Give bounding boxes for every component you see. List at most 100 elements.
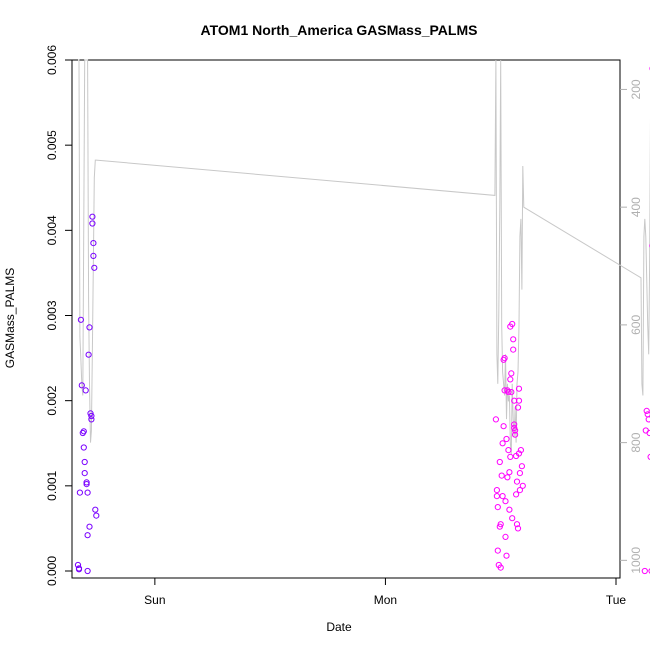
data-point xyxy=(503,552,510,559)
x-axis-label: Date xyxy=(326,620,352,634)
data-point xyxy=(80,428,87,435)
data-points xyxy=(74,66,650,575)
data-point xyxy=(509,320,516,328)
data-point xyxy=(498,472,505,479)
data-point xyxy=(512,427,519,434)
data-point xyxy=(499,493,506,500)
data-point xyxy=(84,489,91,496)
data-point xyxy=(501,387,508,394)
data-point xyxy=(499,440,506,447)
data-point xyxy=(75,565,83,572)
data-point xyxy=(90,240,97,247)
data-point xyxy=(514,525,522,532)
data-point xyxy=(507,453,514,460)
right-tick-label: 400 xyxy=(629,197,643,217)
data-point xyxy=(90,252,97,259)
data-point xyxy=(502,498,509,505)
data-point xyxy=(496,458,503,466)
data-point xyxy=(507,376,514,383)
data-point xyxy=(642,427,649,434)
data-point xyxy=(511,421,518,428)
right-tick-label: 600 xyxy=(629,315,643,335)
data-point xyxy=(513,478,521,485)
x-tick-label: Sun xyxy=(144,593,165,607)
data-point xyxy=(512,431,519,438)
data-point xyxy=(519,482,526,489)
data-point xyxy=(494,547,501,554)
data-point xyxy=(508,389,515,396)
data-point xyxy=(80,444,87,451)
data-point xyxy=(513,521,521,528)
profile-line xyxy=(78,59,650,455)
y-tick-label: 0.006 xyxy=(45,45,59,75)
data-point xyxy=(509,515,516,522)
data-point xyxy=(497,564,504,571)
right-tick-label: 800 xyxy=(629,432,643,452)
data-point xyxy=(76,489,84,496)
x-tick-label: Tue xyxy=(606,593,627,607)
chart-title: ATOM1 North_America GASMass_PALMS xyxy=(201,22,478,38)
data-point xyxy=(647,453,650,460)
data-point xyxy=(88,412,95,420)
data-point xyxy=(502,533,509,541)
data-point xyxy=(644,411,650,418)
y-tick-label: 0.000 xyxy=(45,556,59,586)
data-point xyxy=(648,568,650,574)
data-point xyxy=(504,474,511,481)
data-point xyxy=(500,423,507,430)
data-point xyxy=(506,506,513,513)
data-point xyxy=(505,447,512,454)
data-point xyxy=(77,316,85,323)
data-point xyxy=(74,561,82,569)
data-point xyxy=(86,324,93,331)
right-tick-label: 1000 xyxy=(629,547,643,574)
right-tick-label: 200 xyxy=(629,79,643,99)
data-point xyxy=(513,491,520,498)
data-point xyxy=(87,410,94,417)
data-point xyxy=(88,416,95,423)
data-point xyxy=(516,470,524,477)
data-point xyxy=(515,385,523,392)
data-point xyxy=(506,469,513,476)
y-tick-label: 0.002 xyxy=(45,385,59,415)
data-point xyxy=(83,479,90,486)
data-point xyxy=(84,567,91,575)
data-point xyxy=(93,512,100,519)
data-point xyxy=(497,521,504,528)
profile-line-path xyxy=(78,59,650,455)
plot-frame xyxy=(71,59,621,579)
y-tick-label: 0.005 xyxy=(45,130,59,160)
data-point xyxy=(504,387,511,394)
data-point xyxy=(492,416,499,423)
data-point xyxy=(645,416,650,423)
data-point xyxy=(514,404,522,411)
data-point xyxy=(515,397,523,404)
data-point xyxy=(503,435,510,443)
data-point xyxy=(494,504,501,511)
data-point xyxy=(83,481,90,488)
data-point xyxy=(78,382,85,389)
data-point xyxy=(510,336,517,343)
y-tick-label: 0.001 xyxy=(45,470,59,500)
data-point xyxy=(515,450,523,457)
data-point xyxy=(511,424,518,431)
y-axis-label: GASMass_PALMS xyxy=(3,268,17,368)
data-point xyxy=(510,346,517,353)
x-tick-label: Mon xyxy=(374,593,397,607)
data-point xyxy=(81,470,88,477)
x-axis: Sun Mon Tue xyxy=(144,578,626,607)
y-tick-label: 0.003 xyxy=(45,300,59,330)
data-point xyxy=(86,523,93,530)
right-pressure-axis: 200 400 600 800 1000 xyxy=(620,79,643,574)
data-point xyxy=(89,220,96,227)
y-tick-label: 0.004 xyxy=(45,215,59,245)
data-point xyxy=(84,532,91,539)
data-point xyxy=(643,407,650,414)
data-point xyxy=(81,458,88,466)
data-point xyxy=(641,567,648,575)
data-point xyxy=(493,493,500,500)
data-point xyxy=(89,213,96,220)
data-point xyxy=(85,351,92,358)
data-point xyxy=(508,370,515,377)
